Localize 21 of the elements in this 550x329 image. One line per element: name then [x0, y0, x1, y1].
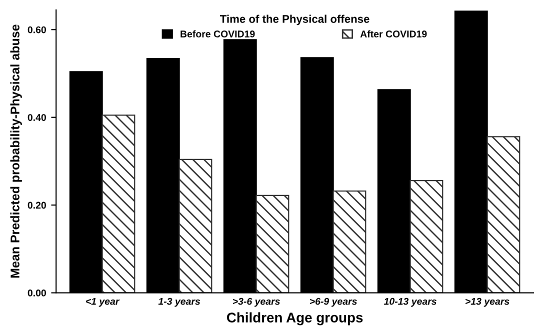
bar — [102, 114, 136, 293]
x-tick-label: 1-3 years — [158, 298, 200, 307]
y-tick-label: 0.20 — [28, 202, 46, 209]
x-tick-label: >6-9 years — [310, 298, 357, 307]
y-axis-title: Mean Predicted probability-Physical abuse — [10, 24, 22, 278]
legend-label: After COVID19 — [360, 30, 427, 38]
y-tick-label: 0.40 — [28, 114, 46, 121]
bar — [410, 180, 444, 293]
x-tick-label: 10-13 years — [384, 298, 436, 307]
x-tick-label: >13 years — [466, 298, 510, 307]
bar — [256, 194, 290, 293]
legend-label: Before COVID19 — [180, 30, 255, 38]
x-axis-title: Children Age groups — [226, 312, 363, 326]
x-tick-label: <1 year — [86, 298, 120, 307]
y-tick-label: 0.60 — [28, 26, 46, 34]
bar — [332, 190, 366, 293]
x-tick-label: >3-6 years — [232, 298, 280, 307]
legend-title: Time of the Physical offense — [220, 14, 370, 26]
y-tick-label: 0.00 — [28, 290, 46, 296]
bar — [486, 136, 520, 293]
bar — [178, 158, 212, 293]
